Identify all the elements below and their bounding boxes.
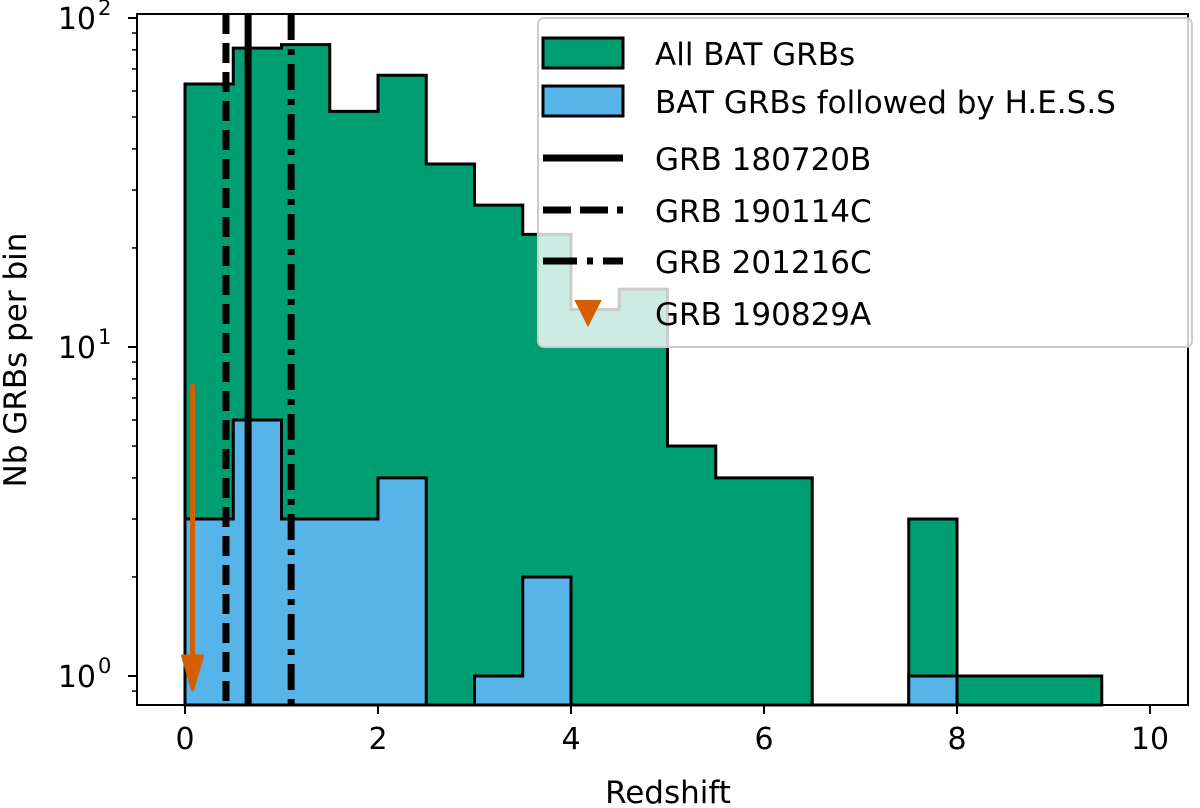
x-tick-label: 6 <box>754 722 773 757</box>
y-axis-label: Nb GRBs per bin <box>0 233 34 488</box>
legend-box <box>537 17 1193 348</box>
x-tick-label: 2 <box>368 722 387 757</box>
upper-limit-layer <box>181 383 205 692</box>
histogram-outline-1 <box>183 418 1102 707</box>
y-tick-exponent: 1 <box>98 325 111 349</box>
y-tick-label: 10 <box>58 660 96 695</box>
x-tick-label: 4 <box>561 722 580 757</box>
histogram-bar <box>426 164 474 705</box>
x-axis-label: Redshift <box>605 775 731 808</box>
plot-frame <box>136 13 1189 706</box>
histogram-bar <box>1005 676 1053 705</box>
legend-swatch <box>541 84 625 118</box>
histogram-fill-1 <box>185 419 1102 705</box>
legend: All BAT GRBs BAT GRBs followed by H.E.S.S… <box>537 17 1193 348</box>
histogram-bar <box>233 420 281 705</box>
histogram-bar <box>523 577 571 705</box>
y-tick-label: 10 <box>58 331 96 366</box>
histogram-bar <box>957 676 1005 705</box>
histogram-bar <box>668 446 716 705</box>
y-tick-label: 10 <box>58 2 96 37</box>
legend-label: GRB 190829A <box>655 297 871 333</box>
histogram-bar <box>475 205 523 705</box>
histogram-layer <box>183 43 1104 707</box>
legend-swatch <box>541 36 625 70</box>
histogram-bar <box>619 289 667 705</box>
x-tick-label: 0 <box>175 722 194 757</box>
vertical-lines-layer <box>222 14 295 705</box>
histogram-bar <box>716 478 764 705</box>
histogram-bar <box>378 478 426 705</box>
y-tick-exponent: 0 <box>98 654 111 678</box>
histogram-bar <box>909 676 957 705</box>
legend-label: BAT GRBs followed by H.E.S.S <box>655 85 1116 121</box>
legend-label: GRB 190114C <box>655 194 872 230</box>
y-tick-exponent: 2 <box>98 0 111 20</box>
legend-triangle-marker <box>574 300 602 328</box>
x-axis-ticks: 0 2 4 6 8 10 <box>175 705 1169 757</box>
upper-limit-arrow-head <box>181 654 205 692</box>
histogram-bar <box>1054 676 1102 705</box>
x-tick-label: 8 <box>947 722 966 757</box>
histogram-bar <box>764 478 812 705</box>
histogram-bar <box>475 676 523 705</box>
x-tick-label: 10 <box>1131 722 1169 757</box>
legend-label: GRB 201216C <box>655 245 872 281</box>
histogram-bar <box>571 310 619 705</box>
legend-label: All BAT GRBs <box>655 37 855 73</box>
legend-label: GRB 180720B <box>655 142 871 178</box>
histogram-bar <box>330 519 378 705</box>
